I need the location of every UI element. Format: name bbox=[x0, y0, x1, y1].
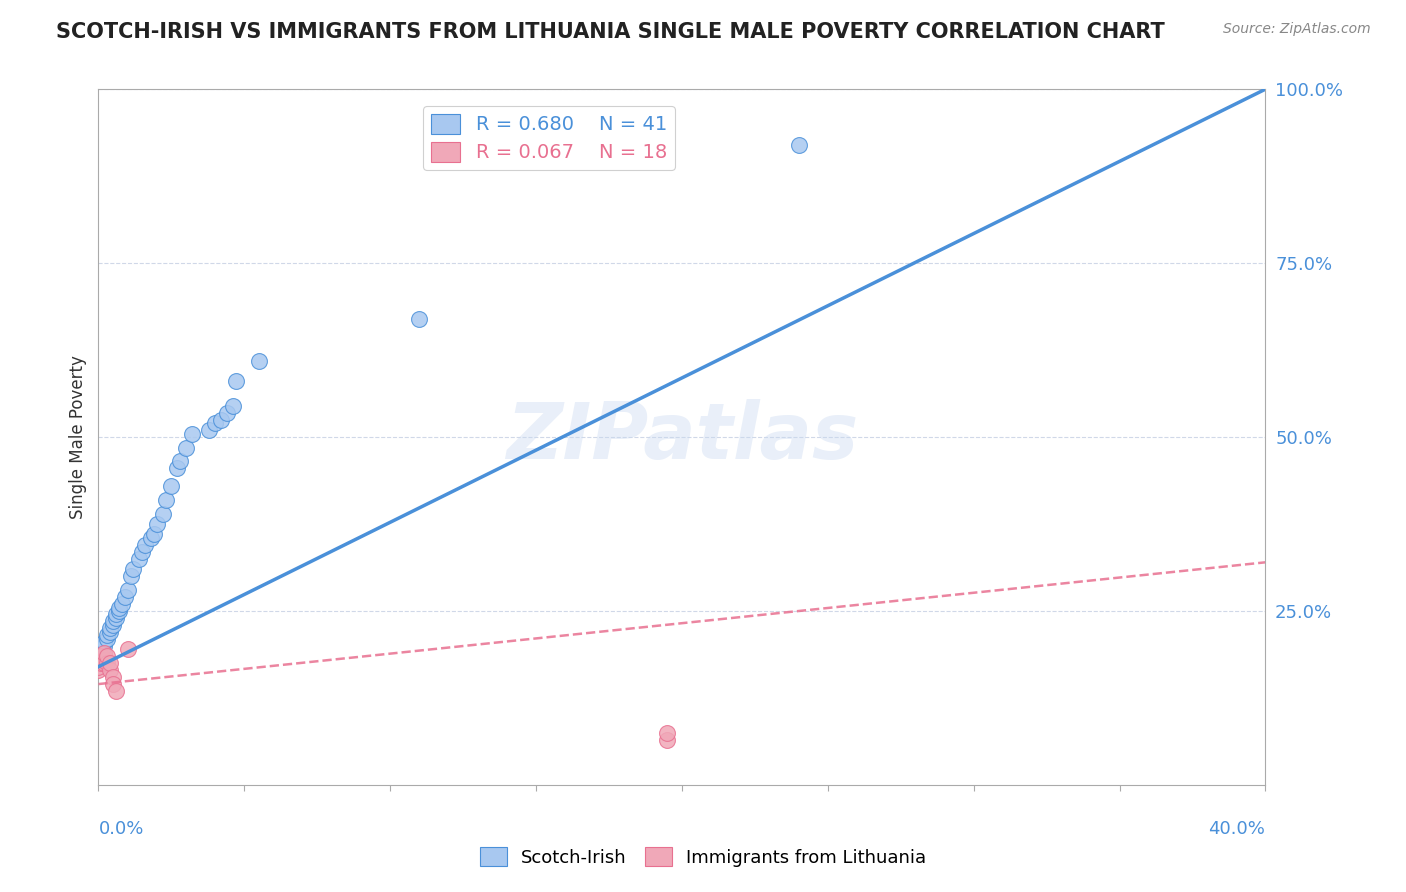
Point bbox=[131, 545, 153, 559]
Point bbox=[198, 423, 221, 437]
Point bbox=[225, 375, 247, 389]
Point bbox=[108, 604, 131, 618]
Point bbox=[96, 657, 118, 671]
Point bbox=[98, 663, 121, 677]
Point bbox=[93, 657, 115, 671]
Point bbox=[169, 454, 191, 468]
Point bbox=[108, 600, 131, 615]
Text: 40.0%: 40.0% bbox=[1209, 820, 1265, 838]
Point bbox=[104, 607, 127, 622]
Legend: R = 0.680    N = 41, R = 0.067    N = 18: R = 0.680 N = 41, R = 0.067 N = 18 bbox=[423, 106, 675, 170]
Point bbox=[142, 527, 165, 541]
Point bbox=[174, 441, 197, 455]
Point bbox=[215, 406, 238, 420]
Y-axis label: Single Male Poverty: Single Male Poverty bbox=[69, 355, 87, 519]
Point bbox=[90, 653, 112, 667]
Point bbox=[120, 569, 142, 583]
Point bbox=[117, 583, 139, 598]
Point bbox=[408, 311, 430, 326]
Point bbox=[93, 646, 115, 660]
Point bbox=[101, 670, 124, 684]
Point bbox=[90, 649, 112, 664]
Point bbox=[111, 597, 134, 611]
Point bbox=[160, 479, 183, 493]
Point bbox=[98, 657, 121, 671]
Point bbox=[98, 624, 121, 639]
Point bbox=[152, 507, 174, 521]
Point bbox=[96, 632, 118, 646]
Point bbox=[221, 399, 243, 413]
Point bbox=[101, 618, 124, 632]
Point bbox=[101, 615, 124, 629]
Point bbox=[134, 538, 156, 552]
Point bbox=[96, 628, 118, 642]
Point bbox=[96, 649, 118, 664]
Point bbox=[93, 653, 115, 667]
Point bbox=[117, 642, 139, 657]
Point bbox=[155, 492, 177, 507]
Point bbox=[90, 657, 112, 671]
Point bbox=[104, 684, 127, 698]
Point bbox=[104, 611, 127, 625]
Point bbox=[93, 635, 115, 649]
Point bbox=[657, 732, 679, 747]
Point bbox=[180, 426, 202, 441]
Text: ZIPatlas: ZIPatlas bbox=[506, 399, 858, 475]
Text: Source: ZipAtlas.com: Source: ZipAtlas.com bbox=[1223, 22, 1371, 37]
Point bbox=[146, 516, 169, 531]
Legend: Scotch-Irish, Immigrants from Lithuania: Scotch-Irish, Immigrants from Lithuania bbox=[472, 840, 934, 874]
Point bbox=[209, 412, 232, 426]
Point bbox=[114, 590, 136, 604]
Point bbox=[247, 353, 270, 368]
Point bbox=[101, 677, 124, 691]
Point bbox=[98, 621, 121, 635]
Point bbox=[87, 663, 110, 677]
Point bbox=[787, 137, 810, 152]
Text: SCOTCH-IRISH VS IMMIGRANTS FROM LITHUANIA SINGLE MALE POVERTY CORRELATION CHART: SCOTCH-IRISH VS IMMIGRANTS FROM LITHUANI… bbox=[56, 22, 1166, 42]
Point bbox=[122, 562, 145, 576]
Point bbox=[93, 639, 115, 653]
Point bbox=[87, 659, 110, 673]
Point bbox=[128, 551, 150, 566]
Point bbox=[139, 531, 162, 545]
Point bbox=[657, 726, 679, 740]
Point bbox=[90, 649, 112, 664]
Text: 0.0%: 0.0% bbox=[98, 820, 143, 838]
Point bbox=[90, 646, 112, 660]
Point bbox=[166, 461, 188, 475]
Point bbox=[204, 416, 226, 430]
